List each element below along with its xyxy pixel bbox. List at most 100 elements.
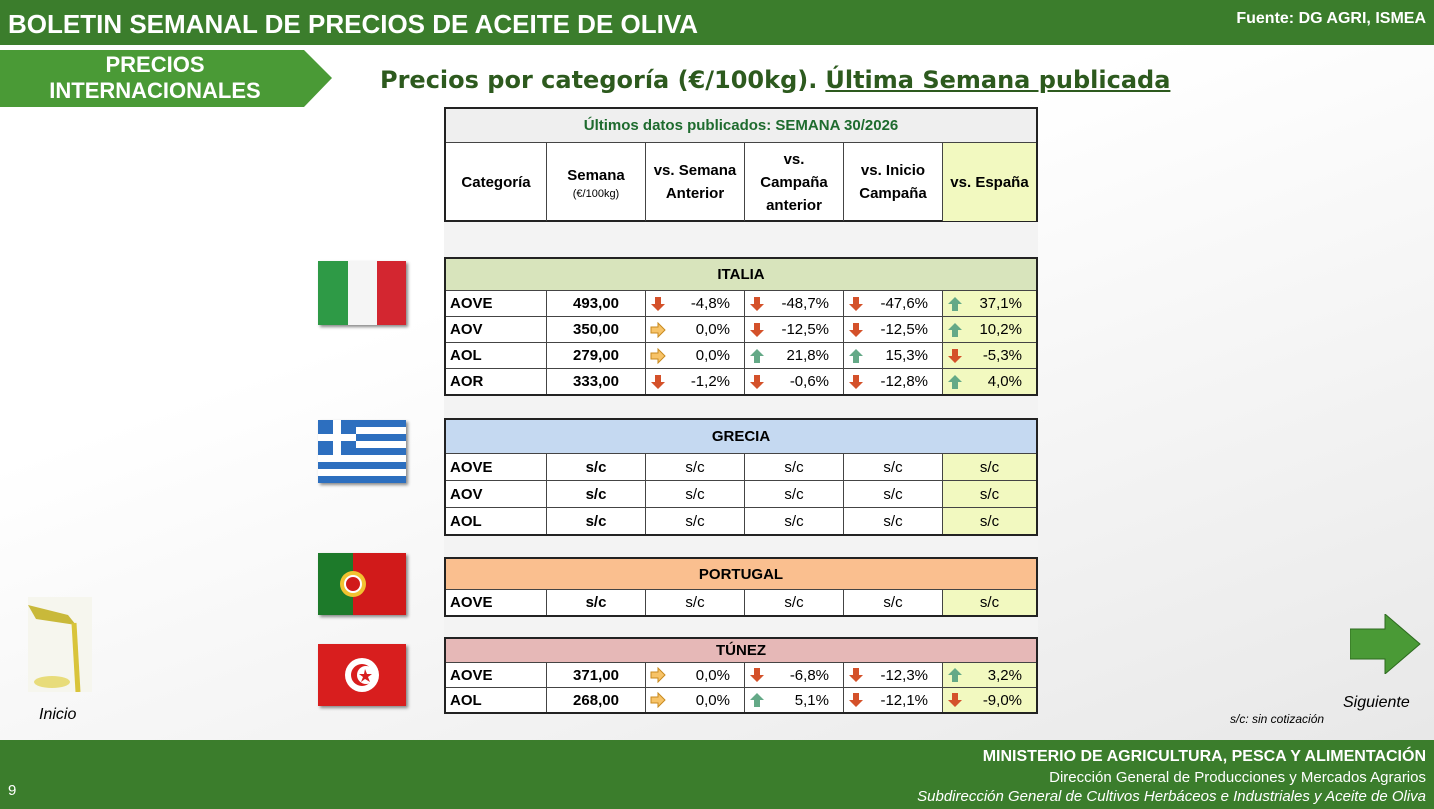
change: -12,1%	[880, 691, 928, 709]
header-cell: vs. España	[942, 143, 1036, 221]
source: Fuente: DG AGRI, ISMEA	[1236, 10, 1426, 27]
table-caption: Últimos datos publicados: SEMANA 30/2026	[446, 109, 1036, 142]
table-cell: -9,0%	[942, 688, 1036, 712]
trend-arrow	[948, 693, 962, 707]
table-cell: s/c	[744, 481, 843, 507]
country-block: ITALIA AOVE 493,00 -4,8% -48,7% -47,6% 37,1% AO…	[444, 257, 1038, 396]
price: 333,00	[573, 373, 619, 390]
table-cell: s/c	[546, 508, 645, 534]
table-cell: s/c	[942, 481, 1036, 507]
table-cell: 10,2%	[942, 317, 1036, 342]
header-bar: BOLETIN SEMANAL DE PRECIOS DE ACEITE DE …	[0, 0, 1434, 45]
spacer	[444, 613, 1038, 637]
change: -12,5%	[781, 321, 829, 338]
page-title: BOLETIN SEMANAL DE PRECIOS DE ACEITE DE …	[8, 9, 699, 39]
change: -4,8%	[690, 295, 730, 312]
subdirection: Subdirección General de Cultivos Herbáce…	[917, 788, 1426, 805]
table-cell: AOVE	[446, 663, 546, 687]
table-cell: AOL	[446, 508, 546, 534]
header-cell: vs. Campaña anterior	[744, 143, 843, 221]
trend-arrow	[849, 668, 863, 682]
change: 15,3%	[885, 347, 928, 364]
table-cell: 21,8%	[744, 343, 843, 368]
data-row: AOVE 493,00 -4,8% -48,7% -47,6% 37,1%	[446, 290, 1036, 316]
trend-arrow	[948, 296, 962, 311]
table-cell: s/c	[843, 590, 942, 615]
change: s/c	[685, 458, 705, 476]
table-cell: s/c	[942, 454, 1036, 480]
change: s/c	[685, 512, 705, 530]
trend-arrow	[650, 667, 666, 683]
change: s/c	[979, 458, 1000, 476]
category: AOL	[450, 347, 482, 364]
change: 0,0%	[695, 347, 730, 364]
change: s/c	[979, 512, 1000, 530]
change: -6,8%	[789, 666, 829, 684]
trend-arrow	[651, 296, 665, 311]
table-cell: AOV	[446, 481, 546, 507]
table-cell: 0,0%	[645, 317, 744, 342]
change: 5,1%	[794, 691, 829, 709]
section-tab: PRECIOS INTERNACIONALES	[0, 50, 332, 107]
table-cell: AOVE	[446, 454, 546, 480]
change: -5,3%	[982, 347, 1022, 364]
table-cell: -47,6%	[843, 291, 942, 316]
table-cell: 0,0%	[645, 663, 744, 687]
next-link[interactable]: Siguiente	[1343, 694, 1410, 711]
category: AOVE	[450, 594, 493, 611]
trend-arrow	[849, 296, 863, 311]
trend-arrow	[650, 347, 666, 364]
trend-arrow	[750, 322, 764, 337]
trend-arrow	[750, 296, 764, 311]
table-cell: s/c	[744, 454, 843, 480]
country-header: PORTUGAL	[446, 559, 1036, 589]
home-link[interactable]: Inicio	[39, 706, 77, 723]
table-cell: -12,8%	[843, 369, 942, 394]
trend-arrow	[849, 693, 863, 707]
change: s/c	[784, 458, 804, 476]
next-arrow[interactable]	[1350, 614, 1422, 674]
data-row: AOVE s/c s/c s/c s/c s/c	[446, 589, 1036, 615]
table-header: Últimos datos publicados: SEMANA 30/2026…	[444, 107, 1038, 222]
change: s/c	[883, 512, 903, 530]
change: s/c	[784, 594, 804, 611]
olive-oil-image[interactable]	[28, 597, 92, 692]
table-cell: 350,00	[546, 317, 645, 342]
table-cell: s/c	[942, 590, 1036, 615]
trend-arrow	[651, 374, 665, 389]
table-cell: -0,6%	[744, 369, 843, 394]
ministry: MINISTERIO DE AGRICULTURA, PESCA Y ALIME…	[982, 748, 1426, 765]
table-cell: 0,0%	[645, 688, 744, 712]
table-cell: -1,2%	[645, 369, 744, 394]
trend-arrow	[750, 668, 764, 682]
table-cell: -6,8%	[744, 663, 843, 687]
table-cell: -12,1%	[843, 688, 942, 712]
table-cell: AOV	[446, 317, 546, 342]
table-cell: -48,7%	[744, 291, 843, 316]
change: 10,2%	[979, 321, 1022, 338]
table-cell: 333,00	[546, 369, 645, 394]
page-number: 9	[8, 782, 17, 799]
table-cell: 371,00	[546, 663, 645, 687]
change: -48,7%	[781, 295, 829, 312]
subtitle-link[interactable]: Última Semana publicada	[825, 66, 1171, 94]
category: AOR	[450, 373, 484, 390]
header-cell: vs. Semana Anterior	[645, 143, 744, 221]
country-header: GRECIA	[446, 420, 1036, 453]
trend-arrow	[650, 692, 666, 708]
table-cell: -5,3%	[942, 343, 1036, 368]
change: -12,5%	[880, 321, 928, 338]
flag-portugal	[318, 553, 406, 615]
header-cell: vs. Inicio Campaña	[843, 143, 942, 221]
header-text: vs. Semana Anterior	[653, 162, 737, 202]
header-row: Categoría Semana (€/100kg) vs. Semana Anter…	[446, 142, 1036, 221]
table-cell: s/c	[546, 590, 645, 615]
trend-arrow	[849, 348, 863, 363]
trend-arrow	[948, 374, 962, 389]
trend-arrow	[948, 322, 962, 337]
change: -1,2%	[690, 373, 730, 390]
price: s/c	[585, 458, 607, 476]
table-cell: -12,3%	[843, 663, 942, 687]
category: AOVE	[450, 458, 493, 476]
trend-arrow	[750, 374, 764, 389]
